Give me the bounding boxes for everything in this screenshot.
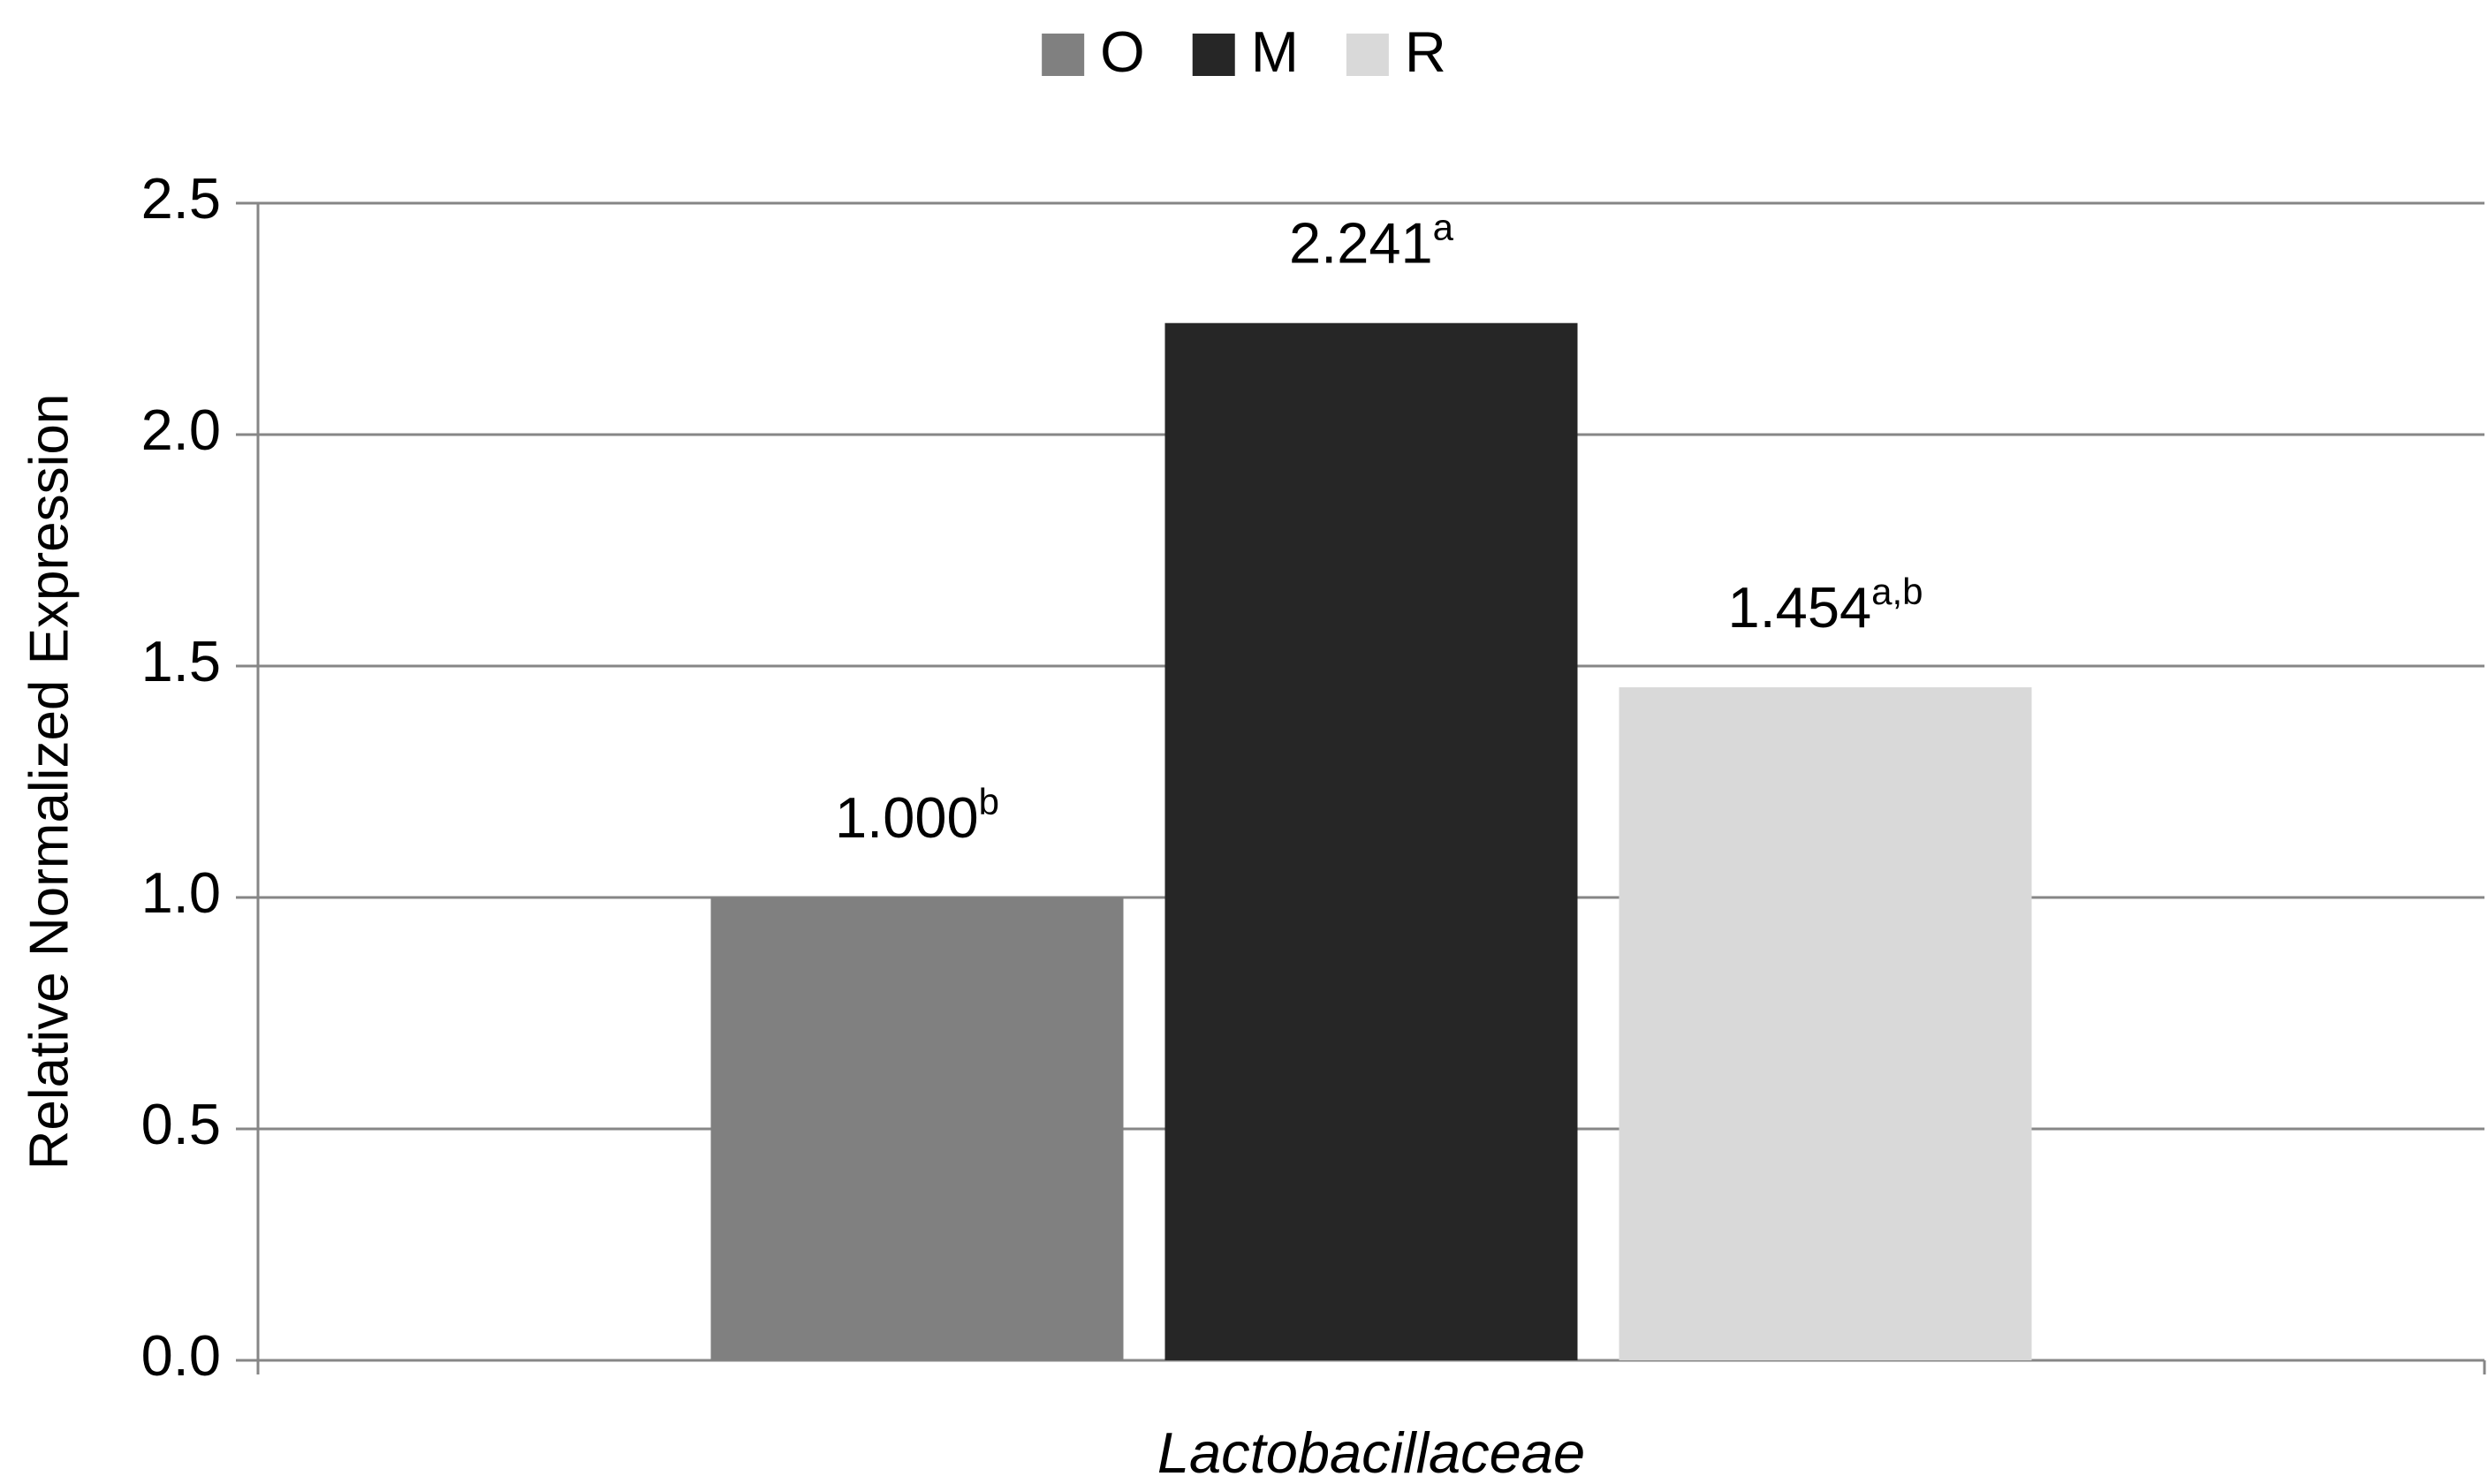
bar [1164, 322, 1578, 1360]
value-label: 1.454a,b [1727, 571, 1923, 640]
y-tick-label: 0.0 [141, 1323, 221, 1388]
value-label: 1.000b [835, 781, 999, 850]
value-label-text: 1.000 [835, 785, 979, 850]
value-label-superscript: b [979, 781, 999, 822]
value-label-text: 1.454 [1727, 575, 1871, 640]
x-tick-label: Lactobacillaceae [1157, 1420, 1585, 1484]
legend-swatch [1042, 34, 1085, 76]
y-tick-label: 1.0 [141, 860, 221, 925]
y-tick-label: 2.5 [141, 166, 221, 231]
legend-label: R [1405, 19, 1446, 84]
y-axis-title: Relative Normalized Expression [19, 394, 80, 1170]
legend-swatch [1192, 34, 1235, 76]
bar [710, 897, 1124, 1360]
y-tick-label: 1.5 [141, 629, 221, 693]
bar [1619, 687, 2032, 1360]
y-tick-label: 0.5 [141, 1092, 221, 1156]
value-label-text: 2.241 [1289, 211, 1433, 276]
legend-swatch [1346, 34, 1389, 76]
legend-label: M [1251, 19, 1299, 84]
legend-label: O [1100, 19, 1145, 84]
value-label-superscript: a [1433, 207, 1454, 248]
value-label: 2.241a [1289, 207, 1454, 276]
value-label-superscript: a,b [1871, 571, 1923, 612]
y-tick-label: 2.0 [141, 398, 221, 462]
